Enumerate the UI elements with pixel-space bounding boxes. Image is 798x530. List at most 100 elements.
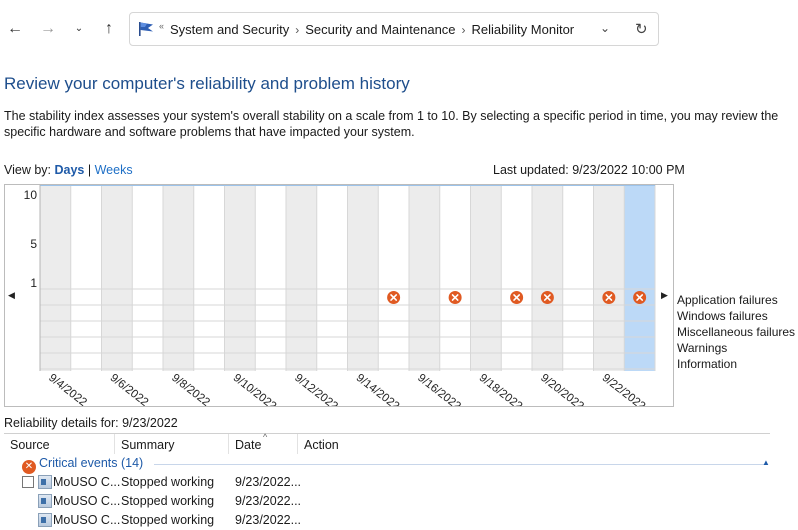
failure-x-icon <box>605 294 613 301</box>
table-row[interactable]: MoUSO C... Stopped working 9/23/2022... <box>22 493 762 511</box>
x-date-label: 9/4/2022 <box>46 372 89 406</box>
reliability-chart-graphic[interactable]: 10 5 1 9/4/2022 9/6/2022 9/8/2022 9/10/2022 9/1… <box>5 185 673 406</box>
row-label-warnings: Warnings <box>677 341 728 355</box>
y-tick-label: 5 <box>30 237 37 251</box>
failure-x-icon <box>543 294 551 301</box>
row-label-miscellaneous-failures: Miscellaneous failures <box>677 325 796 339</box>
column-header-action[interactable]: Action <box>304 438 339 452</box>
day-column[interactable] <box>593 185 625 371</box>
chart-row-labels: Application failures Windows failures Mi… <box>677 292 795 372</box>
chevron-down-icon: ⌄ <box>74 23 84 34</box>
breadcrumb-item[interactable]: Security and Maintenance <box>305 22 456 37</box>
day-column[interactable] <box>163 185 194 371</box>
day-column[interactable] <box>224 185 256 371</box>
column-header-source[interactable]: Source <box>10 438 50 452</box>
day-column[interactable] <box>286 185 317 371</box>
page-title: Review your computer's reliability and p… <box>4 74 410 93</box>
view-by-label: View by: <box>4 163 52 177</box>
day-column[interactable] <box>532 185 563 371</box>
application-icon <box>38 513 52 527</box>
chevron-down-icon: ⌄ <box>600 21 611 35</box>
x-date-label: 9/10/2022 <box>231 372 279 406</box>
row-label-windows-failures: Windows failures <box>677 309 768 323</box>
failure-x-icon <box>451 294 459 301</box>
address-dropdown-button[interactable]: ⌄ <box>600 21 610 35</box>
scroll-right-icon[interactable]: ▶ <box>661 290 668 300</box>
day-column[interactable] <box>316 185 348 371</box>
address-bar[interactable]: « System and Security › Security and Maint… <box>129 12 659 46</box>
row-summary: Stopped working <box>121 494 215 508</box>
group-divider <box>154 464 766 465</box>
day-column[interactable] <box>132 185 163 371</box>
breadcrumb-separator-icon[interactable]: › <box>295 23 300 37</box>
critical-events-label: Critical events (14) <box>39 456 144 470</box>
day-column[interactable] <box>409 185 440 371</box>
scroll-left-icon[interactable]: ◀ <box>8 290 15 300</box>
recent-locations-button[interactable]: ⌄ <box>68 18 90 40</box>
day-column[interactable] <box>101 185 133 371</box>
row-date: 9/23/2022... <box>235 475 302 489</box>
row-date: 9/23/2022... <box>235 513 302 527</box>
x-date-label: 9/20/2022 <box>538 372 586 406</box>
day-column[interactable] <box>562 185 594 371</box>
y-tick-label: 10 <box>24 188 38 202</box>
control-panel-flag-icon <box>139 22 153 36</box>
x-date-label: 9/16/2022 <box>415 372 463 406</box>
arrow-up-icon: ↑ <box>105 20 113 37</box>
collapse-group-icon[interactable]: ▲ <box>762 458 770 467</box>
column-divider[interactable] <box>228 434 229 454</box>
last-updated: Last updated: 9/23/2022 10:00 PM <box>493 163 685 177</box>
x-date-label: 9/6/2022 <box>108 372 151 406</box>
x-date-label: 9/18/2022 <box>477 372 525 406</box>
row-date: 9/23/2022... <box>235 494 302 508</box>
x-date-label: 9/22/2022 <box>600 372 648 406</box>
breadcrumb-separator-icon[interactable]: › <box>461 23 466 37</box>
day-column[interactable] <box>378 185 409 371</box>
column-divider[interactable] <box>114 434 115 454</box>
day-column[interactable] <box>347 185 379 371</box>
reliability-chart[interactable]: 10 5 1 9/4/2022 9/6/2022 9/8/2022 9/10/2022 9/1… <box>4 184 674 407</box>
breadcrumb-item[interactable]: System and Security <box>170 22 290 37</box>
column-divider[interactable] <box>297 434 298 454</box>
breadcrumb-item[interactable]: Reliability Monitor <box>471 22 575 37</box>
critical-events-group[interactable]: ✕ Critical events (14) <box>22 456 143 474</box>
day-column[interactable] <box>193 185 225 371</box>
day-column[interactable] <box>470 185 502 371</box>
overflow-chevron-icon[interactable]: « <box>159 21 165 31</box>
selected-day-column[interactable] <box>624 185 655 371</box>
x-date-label: 9/14/2022 <box>354 372 402 406</box>
table-row[interactable]: MoUSO C... Stopped working 9/23/2022... <box>22 512 762 530</box>
day-column[interactable] <box>439 185 471 371</box>
arrow-right-icon: → <box>40 20 56 37</box>
x-date-label: 9/8/2022 <box>169 372 212 406</box>
table-row[interactable]: MoUSO C... Stopped working 9/23/2022... <box>22 474 762 492</box>
reliability-details-title: Reliability details for: 9/23/2022 <box>4 416 178 430</box>
back-button[interactable]: ← <box>4 18 26 40</box>
view-days-link[interactable]: Days <box>54 163 85 177</box>
day-column[interactable] <box>40 185 71 371</box>
up-button[interactable]: ↑ <box>98 18 120 40</box>
details-table: Source Summary Date ^ Action ✕ Critical e… <box>4 432 770 530</box>
row-summary: Stopped working <box>121 475 215 489</box>
row-label-information: Information <box>677 357 738 371</box>
row-source: MoUSO C... <box>53 494 121 508</box>
day-column[interactable] <box>501 185 532 371</box>
row-source: MoUSO C... <box>53 513 121 527</box>
application-icon <box>38 475 52 489</box>
x-date-label: 9/12/2022 <box>292 372 340 406</box>
row-label-application-failures: Application failures <box>677 293 778 307</box>
forward-button[interactable]: → <box>37 18 59 40</box>
refresh-button[interactable]: ↻ <box>635 20 648 38</box>
failure-x-icon <box>390 294 398 301</box>
column-header-summary[interactable]: Summary <box>121 438 175 452</box>
day-column[interactable] <box>255 185 286 371</box>
day-column[interactable] <box>70 185 102 371</box>
sort-ascending-icon: ^ <box>263 432 268 442</box>
column-header-date[interactable]: Date <box>235 438 262 452</box>
view-weeks-link[interactable]: Weeks <box>94 163 133 177</box>
page-description: The stability index assesses your system… <box>4 109 779 139</box>
application-icon <box>38 494 52 508</box>
critical-error-icon: ✕ <box>22 460 36 474</box>
address-toolbar: ← → ⌄ ↑ « System and Security › Security a… <box>0 0 798 60</box>
row-checkbox[interactable] <box>22 476 34 488</box>
